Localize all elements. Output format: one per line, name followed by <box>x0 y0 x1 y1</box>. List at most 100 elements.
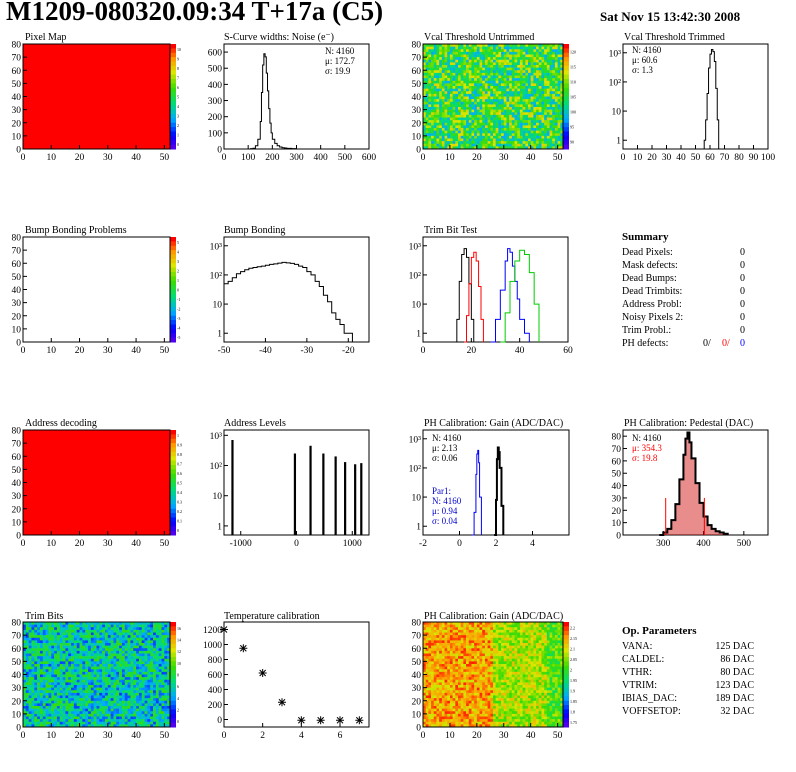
trim-bits-cell <box>51 661 55 665</box>
vcal-untrimmed-cell <box>554 107 558 110</box>
vcal-untrimmed-cell <box>444 88 448 92</box>
vcal-untrimmed-cell <box>439 135 443 139</box>
trim-bits-cell <box>147 661 151 665</box>
vcal-untrimmed-cell <box>484 133 488 137</box>
vcal-untrimmed-cell <box>423 114 426 118</box>
vcal-untrimmed-cell <box>439 120 443 124</box>
vcal-untrimmed-cell <box>530 83 534 87</box>
vcal-untrimmed-cell <box>530 107 534 110</box>
vcal-untrimmed-cell <box>509 128 513 131</box>
vcal-untrimmed-cell <box>501 107 505 110</box>
vcal-untrimmed-cell <box>538 122 542 126</box>
trim-bits-cell <box>54 721 58 725</box>
trim-bits-cell <box>37 682 41 686</box>
ph-gain-map-cell <box>431 666 435 670</box>
trim-bits-cell <box>102 721 106 725</box>
vcal-untrimmed-cell <box>484 65 488 68</box>
vcal-untrimmed-cell <box>546 135 550 139</box>
bump-problems-zaxis-cell <box>170 302 176 308</box>
trim-bits-cell <box>161 624 165 628</box>
trim-bits-cell <box>85 671 89 675</box>
panel-vcal-untrimmed: Vcal Threshold Untrimmed1201151101051009… <box>412 32 577 163</box>
ph-gain-map-cell <box>425 622 429 625</box>
trim-bits-cell <box>141 708 145 712</box>
vcal-untrimmed-cell <box>428 88 432 92</box>
vcal-untrimmed-cell <box>503 133 507 137</box>
pixel-map-zaxis-cell <box>170 74 176 80</box>
vcal-untrimmed-cell <box>509 109 513 113</box>
pixel-map-zaxis-cell <box>170 48 176 54</box>
vcal-untrimmed-cell <box>431 117 435 121</box>
vcal-untrimmed-cell <box>468 104 472 108</box>
vcal-untrimmed-cell <box>423 67 426 71</box>
trim-bits-cell <box>71 674 75 678</box>
vcal-untrimmed-cell <box>501 101 505 105</box>
vcal-trimmed-xtick-label: 70 <box>720 153 730 163</box>
trim-bits-cell <box>90 669 94 673</box>
trim-bits-cell <box>96 637 100 641</box>
ph-gain-map-cell <box>425 653 429 657</box>
vcal-untrimmed-cell <box>538 88 542 92</box>
vcal-untrimmed-cell <box>549 46 553 50</box>
ph-gain-map-cell <box>433 703 437 707</box>
trim-bits-cell <box>88 645 92 649</box>
trim-bits-cell <box>34 721 38 725</box>
vcal-untrimmed-cell <box>525 65 529 68</box>
vcal-untrimmed-cell <box>476 133 480 137</box>
trim-bits-cell <box>45 645 49 649</box>
address-decoding-ytick-label: 20 <box>12 505 22 515</box>
trim-bits-cell <box>144 653 148 657</box>
vcal-untrimmed-cell <box>560 109 564 113</box>
ph-gain-map-cell <box>433 698 437 702</box>
trim-bits-cell <box>130 669 134 673</box>
vcal-untrimmed-cell <box>506 80 510 84</box>
pixel-map-zaxis-label: 5 <box>177 95 179 100</box>
trim-bits-cell <box>79 629 83 633</box>
trim-bits-cell <box>158 685 162 688</box>
trim-bits-cell <box>28 637 32 641</box>
bump-problems-ytick-label: 30 <box>12 299 22 309</box>
vcal-untrimmed-cell <box>549 67 553 71</box>
vcal-untrimmed-cell <box>498 83 502 87</box>
vcal-untrimmed-cell <box>544 117 548 121</box>
ph-gain-map-cell <box>423 682 426 686</box>
vcal-untrimmed-cell <box>493 59 496 63</box>
trim-bits-cell <box>45 656 49 660</box>
vcal-untrimmed-cell <box>487 75 491 79</box>
trim-bits-cell <box>116 700 120 704</box>
trim-bits-zaxis-cell <box>170 648 176 654</box>
vcal-untrimmed-cell <box>433 112 437 116</box>
vcal-untrimmed-cell <box>441 112 445 116</box>
vcal-untrimmed-cell <box>431 128 435 131</box>
trim-bits-cell <box>65 624 69 628</box>
vcal-untrimmed-cell <box>471 128 475 131</box>
vcal-untrimmed-cell <box>511 117 515 121</box>
trim-bits-cell <box>102 664 106 667</box>
ph-pedestal-frame <box>622 429 769 536</box>
trim-bits-cell <box>68 640 72 644</box>
trim-bits-cell <box>104 629 109 633</box>
trim-bits-xtick-label: 50 <box>160 731 170 741</box>
trim-bits-cell <box>56 682 61 686</box>
trim-bits-cell <box>48 653 52 657</box>
vcal-untrimmed-cell <box>533 80 537 84</box>
vcal-untrimmed-cell <box>439 70 443 74</box>
vcal-untrimmed-cell <box>549 59 553 63</box>
vcal-untrimmed-cell <box>484 122 488 126</box>
trim-bits-cell <box>167 716 171 720</box>
trim-bits-cell <box>116 664 120 667</box>
trim-bits-cell <box>102 666 106 670</box>
vcal-untrimmed-cell <box>525 59 529 63</box>
vcal-untrimmed-cell <box>482 51 486 55</box>
vcal-untrimmed-cell <box>536 62 540 66</box>
vcal-untrimmed-cell <box>479 141 483 145</box>
vcal-untrimmed-cell <box>495 125 499 129</box>
vcal-untrimmed-cell <box>431 51 435 55</box>
vcal-untrimmed-cell <box>474 96 478 100</box>
vcal-untrimmed-cell <box>506 75 510 79</box>
vcal-untrimmed-cell <box>546 46 550 50</box>
vcal-untrimmed-cell <box>458 143 461 147</box>
trim-bits-cell <box>110 666 114 670</box>
trim-bits-cell <box>62 658 66 662</box>
trim-bits-cell <box>107 711 111 715</box>
